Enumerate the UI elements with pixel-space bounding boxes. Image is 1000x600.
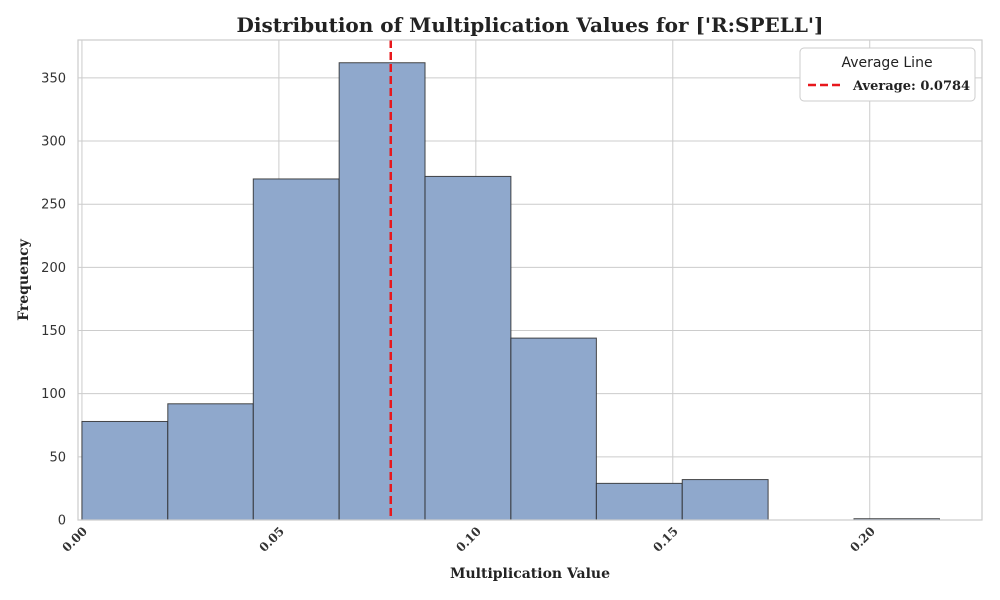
histogram-bars	[81, 62, 940, 521]
legend-box	[799, 47, 976, 102]
y-tick-label: 50	[49, 450, 66, 465]
histogram-bar	[167, 403, 254, 521]
y-tick-label: 150	[41, 324, 66, 339]
histogram-bar	[81, 420, 169, 521]
legend: Average Line Average: 0.0784	[799, 47, 976, 102]
y-tick-label: 100	[41, 387, 66, 402]
x-tick-label: 0.15	[650, 524, 681, 555]
histogram-bar	[338, 62, 426, 521]
x-tick-label: 0.10	[453, 524, 484, 555]
x-tick-label: 0.05	[256, 524, 287, 555]
y-tick-label: 350	[41, 71, 66, 86]
y-tick-label: 200	[41, 261, 66, 276]
chart-title: Distribution of Multiplication Values fo…	[237, 13, 824, 37]
y-axis-ticks: 0 50 100 150 200 250 300 350	[41, 71, 66, 528]
y-axis-label: Frequency	[16, 238, 32, 321]
histogram-bar	[510, 337, 597, 521]
histogram-bar	[252, 178, 340, 521]
y-tick-label: 0	[58, 514, 66, 529]
histogram-bar	[424, 175, 512, 521]
histogram-bar	[595, 482, 683, 521]
plot-frame	[77, 39, 983, 521]
y-tick-label: 250	[41, 198, 66, 213]
histogram-bar	[681, 479, 769, 521]
x-axis-label: Multiplication Value	[450, 566, 610, 582]
legend-title: Average Line	[841, 55, 932, 71]
x-tick-label: 0.20	[847, 524, 878, 555]
x-tick-label: 0.00	[59, 524, 90, 555]
legend-average-label: Average: 0.0784	[852, 79, 970, 94]
y-tick-label: 300	[41, 135, 66, 150]
x-axis-ticks: 0.00 0.05 0.10 0.15 0.20	[59, 524, 877, 555]
